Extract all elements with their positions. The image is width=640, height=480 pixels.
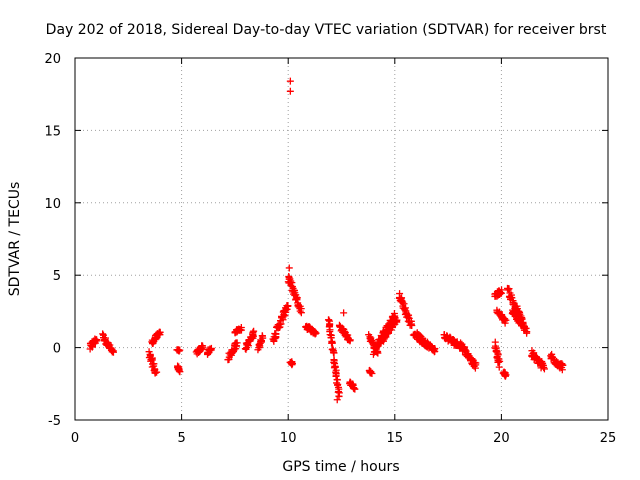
data-point [393,316,401,324]
data-point [368,369,376,377]
x-tick-label: 0 [71,431,79,446]
data-point [237,324,245,332]
y-tick-label: 0 [53,342,61,357]
data-point [472,361,480,369]
x-tick-label: 10 [280,431,297,446]
data-point [494,358,502,366]
data-point [153,368,161,376]
y-tick-label: 20 [44,52,61,67]
data-point [457,339,465,347]
data-point [374,349,382,357]
data-point [331,362,339,370]
data-point [99,330,107,338]
data-point [330,349,338,357]
data-point [340,309,348,317]
data-point [207,346,215,354]
y-tick-label: 15 [44,124,61,139]
data-point [93,337,101,345]
data-point [325,316,333,324]
data-point [558,360,566,368]
axis-ticks: 0 5 10 15 20 25 -5 0 5 10 15 20 [44,52,616,446]
data-point [297,309,305,317]
x-tick-label: 5 [177,431,185,446]
data-point [502,316,510,324]
data-point [199,344,207,352]
data-point [312,329,320,337]
data-point [288,361,296,369]
y-axis-title: SDTVAR / TECUs [7,182,23,297]
data-point [250,327,258,335]
data-point [346,336,354,344]
plot-frame [74,57,609,421]
y-tick-label: 10 [44,197,61,212]
data-point [540,364,548,372]
data-point [293,296,301,304]
data-point [285,264,293,272]
data-point [150,360,158,368]
data-point [233,339,241,347]
data-point [533,353,541,361]
data-point [351,385,359,393]
data-point [292,295,300,303]
data-point [523,329,531,337]
data-point [282,306,290,314]
data-point [540,365,548,373]
data-point [311,328,319,336]
data-point [284,302,292,310]
data-point [109,348,117,356]
data-point [431,347,439,355]
data-point [332,371,340,379]
x-tick-label: 15 [387,431,404,446]
data-point [559,361,567,369]
data-point [175,367,183,375]
data-point [272,330,280,338]
data-point [497,289,505,297]
x-axis-title: GPS time / hours [282,459,399,475]
data-point [232,342,240,350]
data-point [408,321,416,329]
data-point [259,334,267,342]
data-point [156,328,164,336]
x-tick-label: 20 [493,431,510,446]
y-tick-label: -5 [48,414,61,429]
data-point [519,323,527,331]
data-point [334,380,342,388]
data-point [286,87,294,95]
data-point [501,372,509,380]
chart-title: Day 202 of 2018, Sidereal Day-to-day VTE… [46,22,607,38]
data-point [367,369,375,377]
data-points [86,77,567,404]
x-tick-label: 25 [600,431,617,446]
data-point [101,334,109,342]
data-point [495,363,503,371]
data-point [350,384,358,392]
data-point [175,346,183,354]
data-point [405,311,413,319]
data-point [225,355,233,363]
data-point [286,77,294,85]
grid-lines [75,58,608,420]
y-tick-label: 5 [53,269,61,284]
data-point [330,359,338,367]
data-point [504,285,512,293]
data-point [333,396,341,404]
